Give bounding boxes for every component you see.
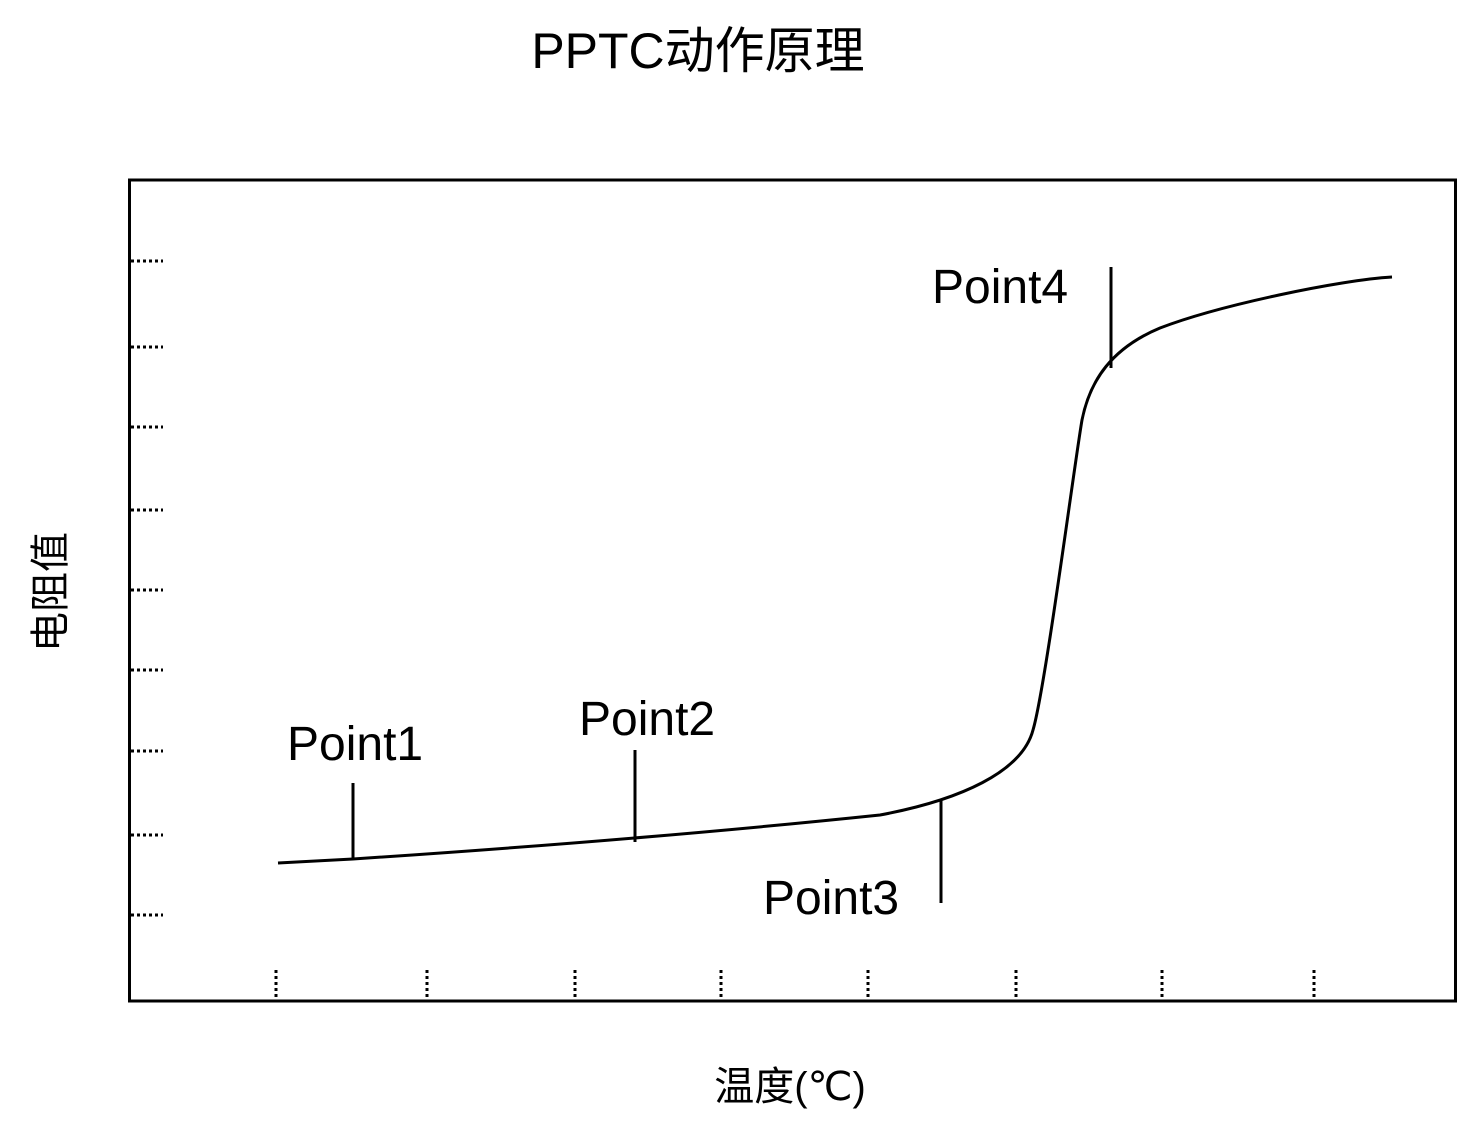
x-ticks xyxy=(274,970,1316,1000)
point2-label: Point2 xyxy=(579,693,715,746)
resistance-curve xyxy=(277,275,1393,865)
point1-label: Point1 xyxy=(287,718,423,771)
point4-label: Point4 xyxy=(932,261,1068,314)
y-ticks xyxy=(131,259,163,917)
point3-label: Point3 xyxy=(763,872,899,925)
y-axis-label: 电阻值 xyxy=(29,532,73,652)
plot-frame xyxy=(128,178,1457,1003)
diagram-title: PPTC动作原理 xyxy=(531,23,864,79)
x-axis-label: 温度(℃) xyxy=(714,1065,866,1109)
